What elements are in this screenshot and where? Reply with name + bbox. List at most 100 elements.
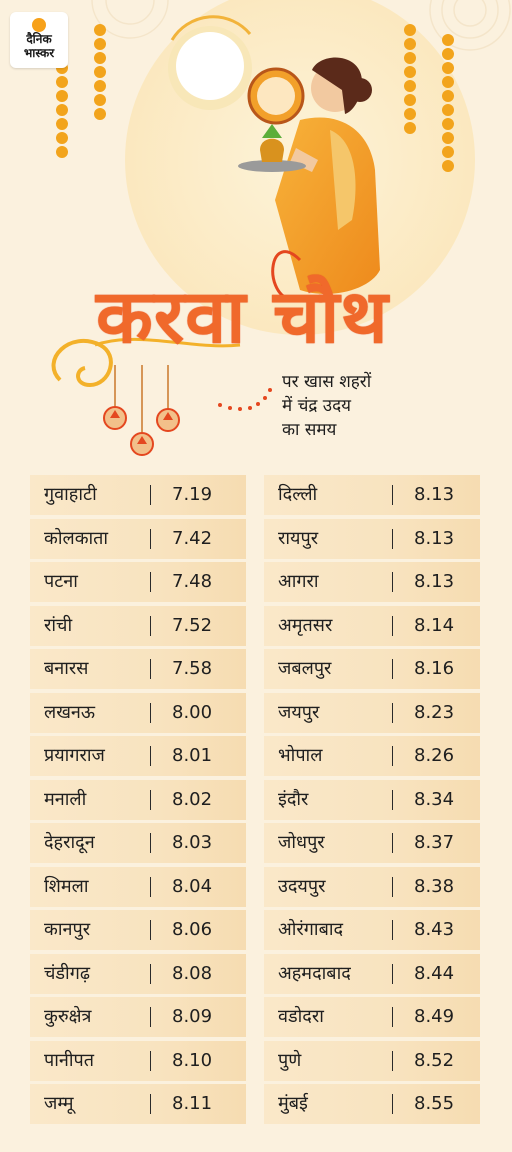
table-row: उदयपुर 8.38: [264, 866, 480, 907]
moonrise-time: 8.44: [414, 962, 455, 984]
column-divider: [392, 920, 393, 940]
column-divider: [392, 833, 393, 853]
column-divider: [150, 485, 151, 505]
city-name: आगरा: [278, 571, 319, 592]
table-row: पुणे 8.52: [264, 1040, 480, 1081]
column-divider: [392, 1007, 393, 1027]
moonrise-time: 8.49: [414, 1006, 455, 1027]
moonrise-time: 8.06: [172, 919, 213, 940]
column-divider: [150, 1007, 151, 1027]
moonrise-time: 8.55: [414, 1093, 455, 1114]
table-row: बनारस 7.58: [30, 649, 246, 689]
table-row: कानपुर 8.06: [30, 910, 246, 950]
table-row: शिमला 8.04: [30, 866, 246, 907]
column-divider: [392, 789, 393, 810]
page-title: करवा चौथ: [96, 274, 389, 360]
moonrise-time: 8.00: [172, 701, 213, 723]
moonrise-time: 7.52: [172, 614, 213, 636]
city-name: लखनऊ: [44, 701, 96, 723]
column-divider: [392, 963, 393, 984]
column-divider: [150, 746, 151, 766]
moonrise-time: 7.42: [172, 527, 213, 549]
table-row: जम्मू 8.11: [30, 1084, 246, 1124]
logo-line1: दैनिक: [26, 32, 52, 46]
column-divider: [392, 485, 393, 505]
table-row: कोलकाता 7.42: [30, 518, 246, 559]
column-divider: [392, 702, 393, 723]
column-divider: [150, 702, 151, 723]
subtitle: पर खास शहरों में चंद्र उदय का समय: [282, 370, 482, 442]
moonrise-time: 8.13: [414, 484, 455, 505]
city-name: पुणे: [278, 1049, 302, 1071]
city-name: प्रयागराज: [44, 745, 105, 766]
moonrise-time: 8.11: [172, 1093, 213, 1114]
city-name: कुरुक्षेत्र: [44, 1006, 92, 1027]
moonrise-time: 8.13: [414, 571, 455, 592]
table-row: जबलपुर 8.16: [264, 649, 480, 689]
column-divider: [150, 789, 151, 810]
marigold-garland-icon: [56, 24, 454, 172]
table-row: रांची 7.52: [30, 605, 246, 646]
moonrise-time: 7.58: [172, 658, 213, 679]
city-name: दिल्ली: [278, 484, 318, 505]
city-name: कानपुर: [44, 919, 91, 940]
moonrise-table-left: गुवाहाटी 7.19 कोलकाता 7.42 पटना 7.48 रांची 7.52…: [30, 475, 246, 1128]
moonrise-time: 8.02: [172, 788, 213, 810]
city-name: अहमदाबाद: [278, 962, 351, 984]
city-name: अमृतसर: [278, 614, 333, 636]
column-divider: [150, 572, 151, 592]
city-name: जयपुर: [278, 701, 320, 723]
table-row: भोपाल 8.26: [264, 736, 480, 776]
column-divider: [392, 528, 393, 549]
city-name: पानीपत: [44, 1049, 95, 1071]
table-row: लखनऊ 8.00: [30, 692, 246, 733]
table-row: मनाली 8.02: [30, 779, 246, 820]
city-name: उदयपुर: [278, 875, 326, 897]
subtitle-line3: का समय: [282, 420, 337, 440]
moonrise-time: 8.14: [414, 614, 455, 636]
column-divider: [392, 876, 393, 897]
moonrise-time: 8.09: [172, 1006, 213, 1027]
swirl-ornament-icon: [51, 338, 113, 388]
column-divider: [392, 572, 393, 592]
moonrise-time: 8.04: [172, 875, 213, 897]
subtitle-line2: में चंद्र उदय: [282, 396, 351, 416]
column-divider: [150, 528, 151, 549]
moonrise-time: 7.19: [172, 484, 213, 505]
moonrise-time: 7.48: [172, 571, 213, 592]
column-divider: [150, 1094, 151, 1114]
column-divider: [392, 746, 393, 766]
column-divider: [150, 1050, 151, 1071]
city-name: शिमला: [44, 875, 89, 897]
table-row: कुरुक्षेत्र 8.09: [30, 997, 246, 1037]
moonrise-time: 8.43: [414, 919, 455, 940]
column-divider: [150, 615, 151, 636]
moonrise-time: 8.34: [414, 788, 455, 810]
city-name: कोलकाता: [44, 527, 109, 549]
table-row: दिल्ली 8.13: [264, 475, 480, 515]
city-name: भोपाल: [278, 745, 323, 766]
moonrise-time: 8.38: [414, 875, 455, 897]
table-row: गुवाहाटी 7.19: [30, 475, 246, 515]
logo-line2: भास्कर: [23, 46, 55, 60]
column-divider: [392, 1094, 393, 1114]
city-name: रायपुर: [278, 527, 319, 549]
table-row: जयपुर 8.23: [264, 692, 480, 733]
table-row: रायपुर 8.13: [264, 518, 480, 559]
column-divider: [392, 659, 393, 679]
city-name: गुवाहाटी: [44, 484, 97, 505]
table-row: मुंबई 8.55: [264, 1084, 480, 1124]
city-name: ओरंगाबाद: [278, 919, 344, 940]
moonrise-time: 8.26: [414, 745, 455, 766]
table-row: जोधपुर 8.37: [264, 823, 480, 863]
column-divider: [150, 963, 151, 984]
city-name: रांची: [44, 614, 73, 636]
column-divider: [392, 615, 393, 636]
column-divider: [150, 920, 151, 940]
dainik-bhaskar-logo: दैनिक भास्कर: [10, 12, 68, 68]
moonrise-time: 8.37: [414, 832, 455, 853]
column-divider: [392, 1050, 393, 1071]
sieve-icon: [247, 67, 305, 125]
subtitle-line1: पर खास शहरों: [282, 372, 372, 392]
city-name: वडोदरा: [278, 1006, 324, 1027]
